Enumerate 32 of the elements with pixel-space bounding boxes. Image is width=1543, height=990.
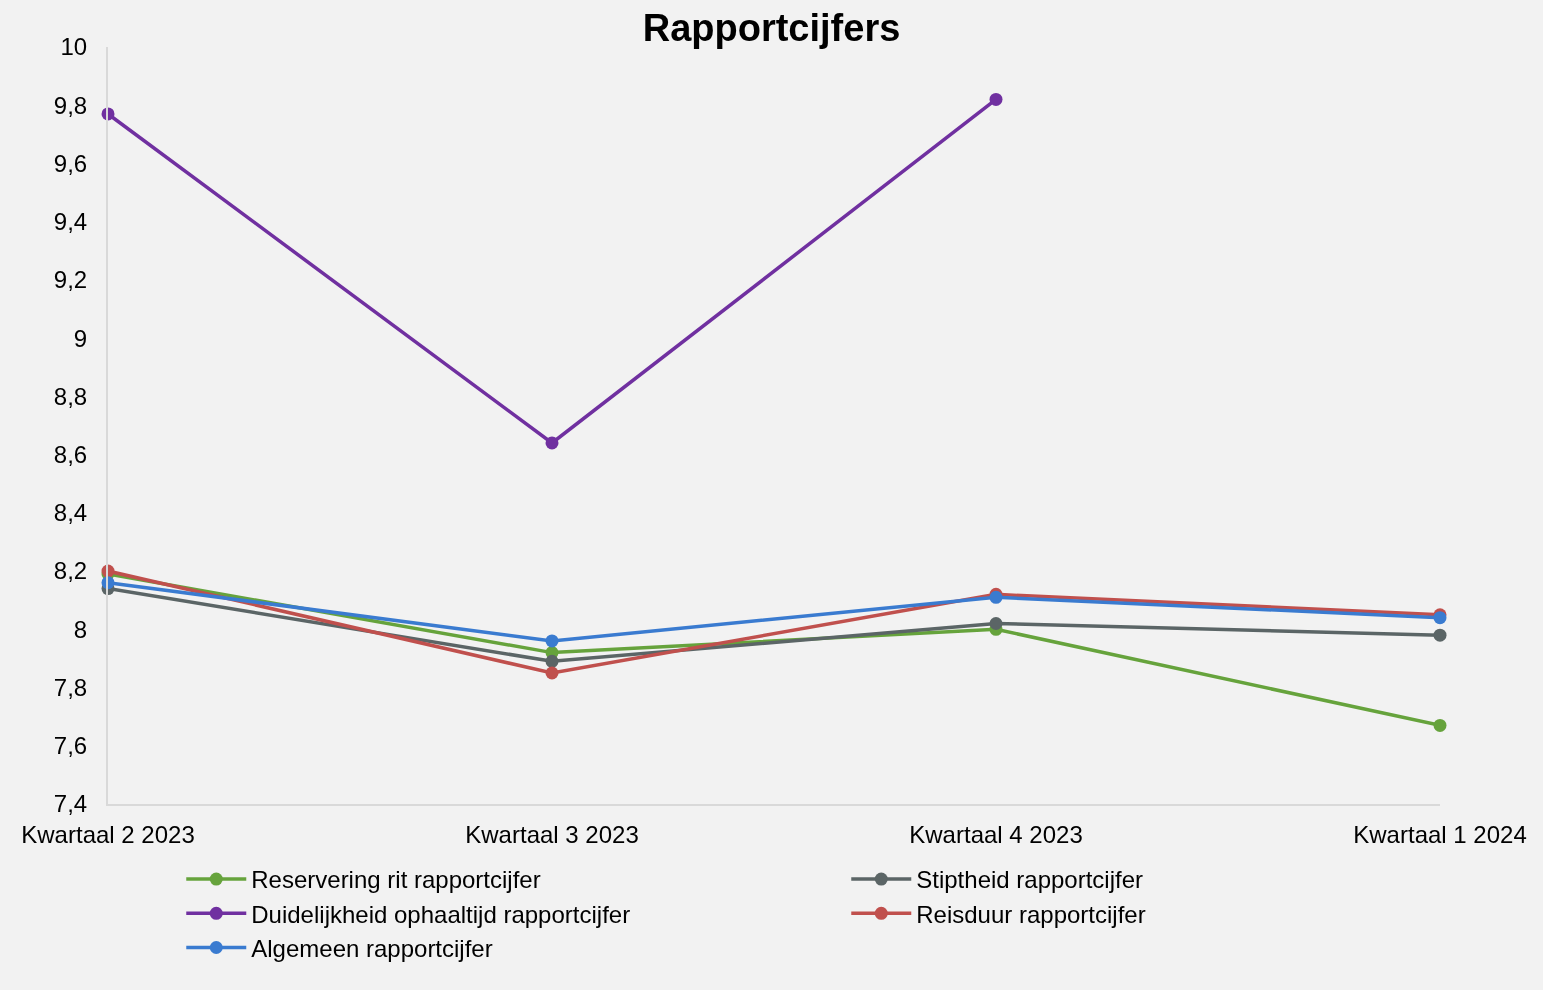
legend-label: Duidelijkheid ophaaltijd rapportcijfer bbox=[251, 900, 631, 928]
y-tick-label: 8,2 bbox=[53, 557, 88, 585]
x-tick-label: Kwartaal 4 2023 bbox=[909, 820, 1083, 848]
point bbox=[989, 92, 1003, 106]
x-tick-label: Kwartaal 1 2024 bbox=[1353, 820, 1527, 848]
legend-label: Reservering rit rapportcijfer bbox=[251, 866, 541, 894]
y-tick-label: 8,8 bbox=[53, 382, 88, 410]
y-tick-label: 9 bbox=[73, 324, 88, 352]
legend-label: Stiptheid rapportcijfer bbox=[916, 866, 1144, 894]
point bbox=[545, 436, 559, 450]
y-tick-label: 9,8 bbox=[53, 91, 88, 119]
y-tick-label: 8,6 bbox=[53, 441, 88, 469]
x-tick-label: Kwartaal 3 2023 bbox=[465, 820, 639, 848]
y-tick-label: 10 bbox=[60, 33, 88, 61]
y-tick-label: 9,4 bbox=[53, 208, 88, 236]
legend-label: Reisduur rapportcijfer bbox=[916, 900, 1146, 928]
y-tick-label: 7,6 bbox=[53, 732, 88, 760]
y-tick-label: 9,6 bbox=[53, 149, 88, 177]
point bbox=[1433, 718, 1447, 732]
y-tick-label: 9,2 bbox=[53, 266, 88, 294]
y-tick-label: 7,8 bbox=[53, 673, 88, 701]
point bbox=[1433, 628, 1447, 642]
legend-label: Algemeen rapportcijfer bbox=[251, 934, 493, 962]
y-tick-label: 7,4 bbox=[53, 790, 88, 818]
chart-title: Rapportcijfers bbox=[642, 7, 901, 50]
y-tick-label: 8,4 bbox=[53, 499, 88, 527]
point bbox=[545, 654, 559, 668]
x-tick-label: Kwartaal 2 2023 bbox=[21, 820, 195, 848]
point bbox=[545, 666, 559, 680]
point bbox=[545, 634, 559, 648]
point bbox=[989, 616, 1003, 630]
y-tick-label: 8 bbox=[73, 615, 88, 643]
